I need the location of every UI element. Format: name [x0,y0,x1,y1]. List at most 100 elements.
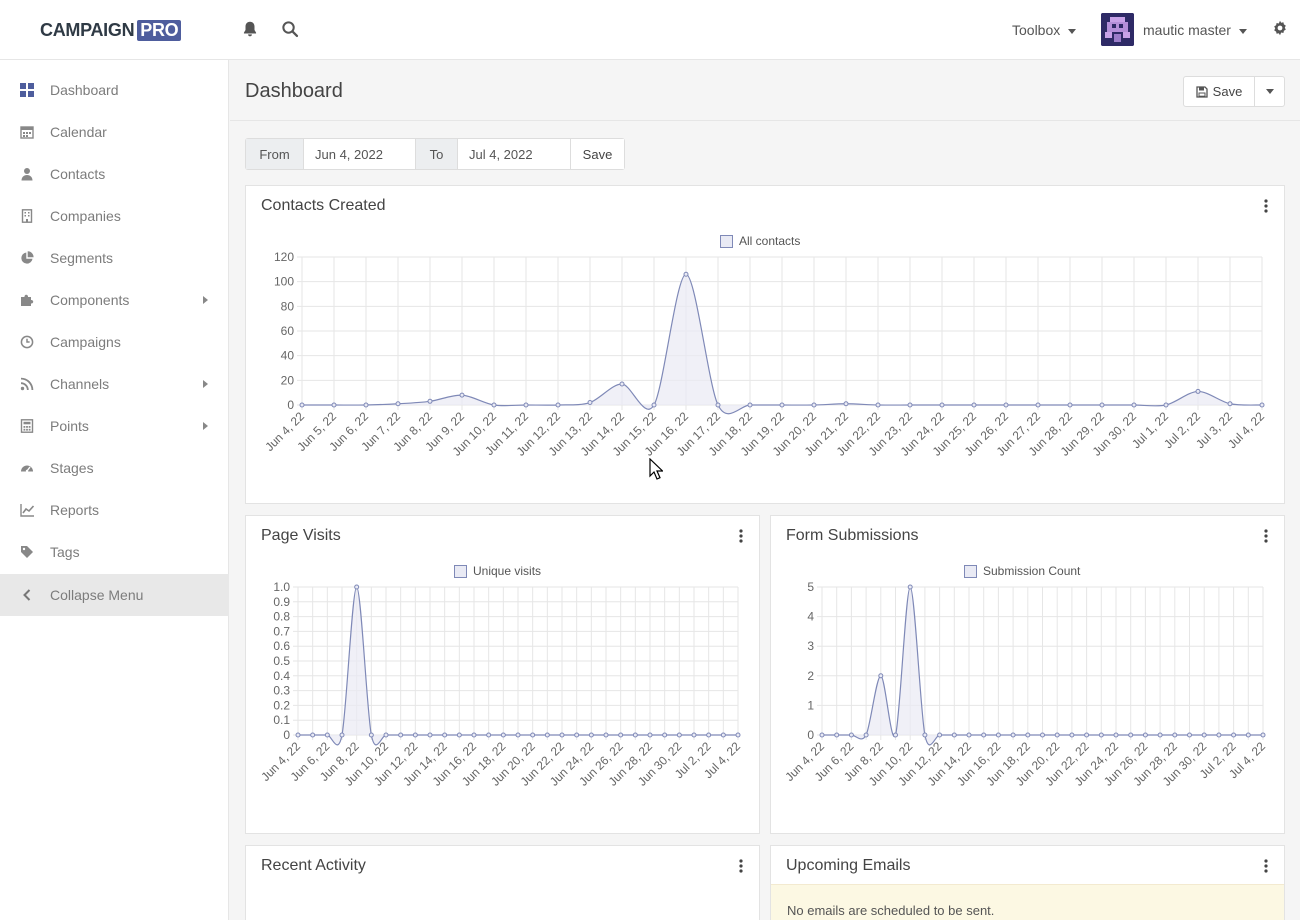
data-point[interactable] [939,402,945,408]
apply-date-button[interactable]: Save [571,139,624,169]
data-point[interactable] [683,271,689,277]
data-point[interactable] [459,392,465,398]
data-point[interactable] [603,732,609,738]
data-point[interactable] [471,732,477,738]
data-point[interactable] [1259,402,1265,408]
data-point[interactable] [1113,732,1119,738]
user-menu[interactable]: mautic master [1143,22,1247,38]
data-point[interactable] [442,732,448,738]
toolbox-dropdown[interactable]: Toolbox [1012,22,1077,38]
more-options-icon[interactable] [1259,198,1273,214]
data-point[interactable] [1142,732,1148,738]
data-point[interactable] [1010,732,1016,738]
data-point[interactable] [427,398,433,404]
sidebar-item-stages[interactable]: Stages [0,447,229,489]
data-point[interactable] [966,732,972,738]
search-icon[interactable] [281,20,301,40]
data-point[interactable] [995,732,1001,738]
avatar[interactable] [1101,13,1134,46]
sidebar-item-dashboard[interactable]: Dashboard [0,69,229,111]
data-point[interactable] [500,732,506,738]
data-point[interactable] [720,732,726,738]
more-options-icon[interactable] [1259,528,1273,544]
data-point[interactable] [295,732,301,738]
data-point[interactable] [544,732,550,738]
data-point[interactable] [383,732,389,738]
chart-legend[interactable]: All contacts [720,234,800,248]
data-point[interactable] [456,732,462,738]
data-point[interactable] [555,402,561,408]
data-point[interactable] [339,732,345,738]
data-point[interactable] [1201,732,1207,738]
data-point[interactable] [1163,402,1169,408]
sidebar-item-points[interactable]: Points [0,405,229,447]
data-point[interactable] [1172,732,1178,738]
data-point[interactable] [1227,401,1233,407]
chart-legend[interactable]: Unique visits [454,564,541,578]
data-point[interactable] [735,732,741,738]
data-point[interactable] [971,402,977,408]
data-point[interactable] [515,732,521,738]
more-options-icon[interactable] [734,858,748,874]
sidebar-item-components[interactable]: Components [0,279,229,321]
sidebar-item-calendar[interactable]: Calendar [0,111,229,153]
data-point[interactable] [299,402,305,408]
data-point[interactable] [618,732,624,738]
data-point[interactable] [398,732,404,738]
data-point[interactable] [937,732,943,738]
data-point[interactable] [523,402,529,408]
data-point[interactable] [530,732,536,738]
data-point[interactable] [1098,732,1104,738]
data-point[interactable] [651,402,657,408]
data-point[interactable] [1084,732,1090,738]
data-point[interactable] [1231,732,1237,738]
data-point[interactable] [1040,732,1045,738]
data-point[interactable] [632,732,638,738]
data-point[interactable] [981,732,987,738]
data-point[interactable] [368,732,374,738]
more-options-icon[interactable] [1259,858,1273,874]
data-point[interactable] [1216,732,1222,738]
sidebar-item-reports[interactable]: Reports [0,489,229,531]
data-point[interactable] [819,732,825,738]
data-point[interactable] [486,732,492,738]
sidebar-item-contacts[interactable]: Contacts [0,153,229,195]
data-point[interactable] [1128,732,1134,738]
gear-icon[interactable] [1272,20,1292,40]
save-dashboard-button[interactable]: Save [1183,76,1255,107]
save-options-dropdown[interactable] [1254,76,1285,107]
data-point[interactable] [395,401,401,407]
data-point[interactable] [662,732,668,738]
data-point[interactable] [1067,402,1073,408]
data-point[interactable] [1069,732,1075,738]
data-point[interactable] [907,402,913,408]
to-date-input[interactable] [458,139,571,169]
data-point[interactable] [1157,732,1163,738]
data-point[interactable] [863,732,869,738]
data-point[interactable] [1035,402,1041,408]
data-point[interactable] [559,732,565,738]
data-point[interactable] [676,732,682,738]
sidebar-item-campaigns[interactable]: Campaigns [0,321,229,363]
data-point[interactable] [324,732,330,738]
collapse-menu-button[interactable]: Collapse Menu [0,574,229,616]
data-point[interactable] [811,402,817,408]
data-point[interactable] [354,584,360,590]
data-point[interactable] [834,732,840,738]
chart-legend[interactable]: Submission Count [964,564,1080,578]
data-point[interactable] [1099,402,1105,408]
data-point[interactable] [427,732,433,738]
data-point[interactable] [922,732,928,738]
data-point[interactable] [412,732,418,738]
sidebar-item-tags[interactable]: Tags [0,531,229,573]
data-point[interactable] [619,381,625,387]
data-point[interactable] [706,732,712,738]
data-point[interactable] [747,402,753,408]
from-date-input[interactable] [304,139,416,169]
data-point[interactable] [1003,402,1009,408]
data-point[interactable] [331,402,337,408]
data-point[interactable] [1195,388,1201,394]
data-point[interactable] [1025,732,1031,738]
data-point[interactable] [907,584,913,590]
sidebar-item-segments[interactable]: Segments [0,237,229,279]
